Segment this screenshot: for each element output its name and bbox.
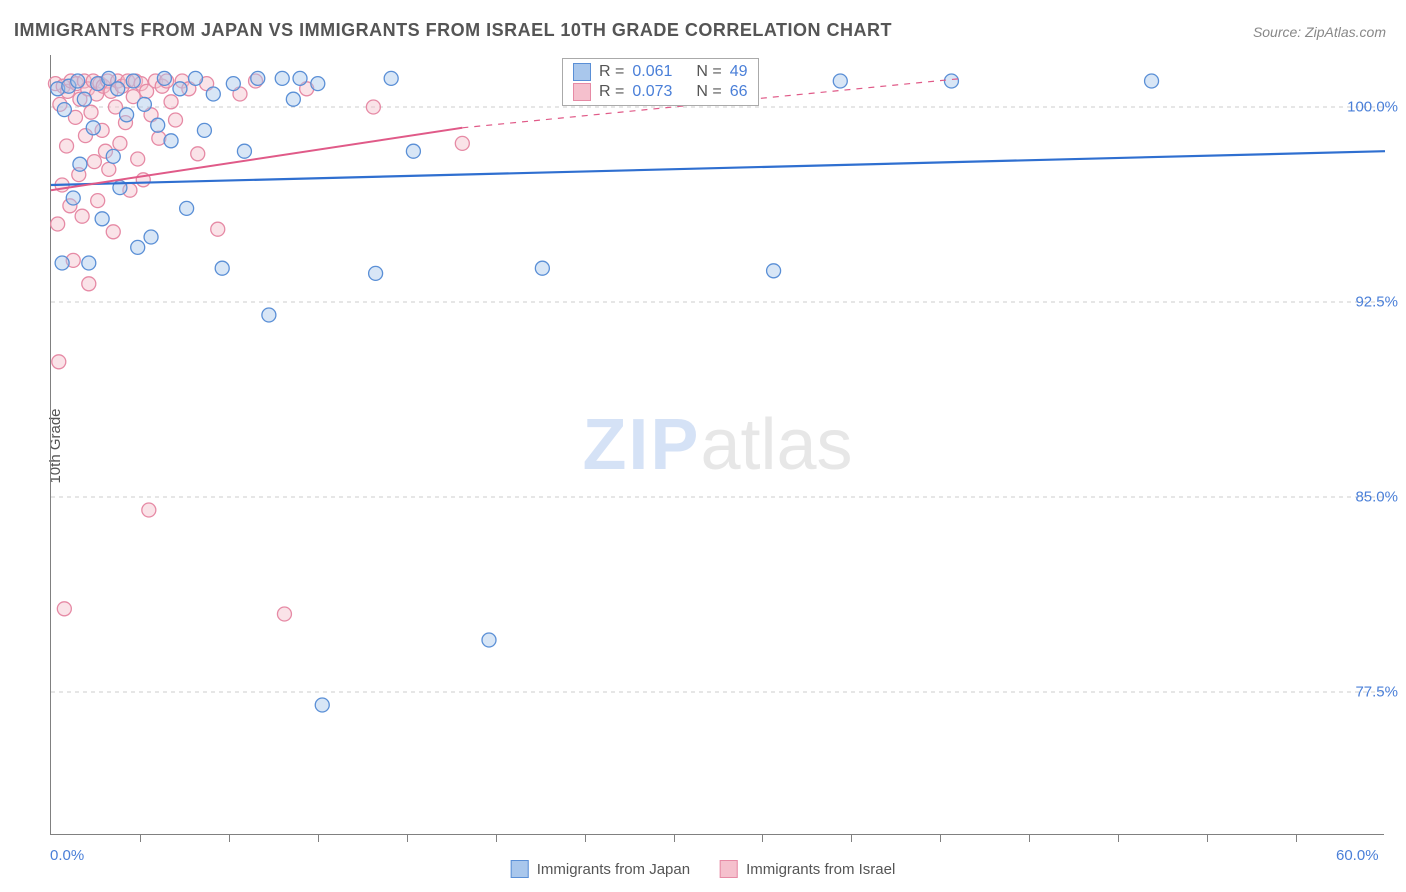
xtick (1029, 834, 1030, 842)
xtick (140, 834, 141, 842)
xtick (1296, 834, 1297, 842)
stats-legend-box: R = 0.061 N = 49 R = 0.073 N = 66 (562, 58, 759, 106)
ytick-label: 92.5% (1355, 294, 1398, 311)
legend-item-israel: Immigrants from Israel (720, 860, 895, 878)
ytick-label: 100.0% (1347, 99, 1398, 116)
bottom-legend: Immigrants from Japan Immigrants from Is… (511, 860, 896, 878)
n-value-israel: 66 (730, 83, 748, 101)
r-value-israel: 0.073 (632, 83, 672, 101)
ytick-label: 77.5% (1355, 684, 1398, 701)
r-label-israel: R = (599, 83, 624, 101)
x-axis-start-label: 0.0% (50, 847, 84, 864)
xtick (1118, 834, 1119, 842)
xtick (940, 834, 941, 842)
legend-swatch-israel (720, 860, 738, 878)
xtick (496, 834, 497, 842)
x-axis-end-label: 60.0% (1336, 847, 1379, 864)
stats-row-israel: R = 0.073 N = 66 (573, 83, 748, 101)
swatch-israel (573, 83, 591, 101)
xtick (585, 834, 586, 842)
r-label-japan: R = (599, 63, 624, 81)
legend-label-israel: Immigrants from Israel (746, 861, 895, 878)
source-label: Source: ZipAtlas.com (1253, 24, 1386, 40)
legend-swatch-japan (511, 860, 529, 878)
xtick (674, 834, 675, 842)
legend-item-japan: Immigrants from Japan (511, 860, 690, 878)
ytick-label: 85.0% (1355, 489, 1398, 506)
xtick (762, 834, 763, 842)
stats-row-japan: R = 0.061 N = 49 (573, 63, 748, 81)
xtick (1207, 834, 1208, 842)
xtick (229, 834, 230, 842)
n-value-japan: 49 (730, 63, 748, 81)
n-label-israel: N = (696, 83, 721, 101)
xtick (407, 834, 408, 842)
scatter-svg (51, 55, 1385, 835)
n-label-japan: N = (696, 63, 721, 81)
xtick (851, 834, 852, 842)
r-value-japan: 0.061 (632, 63, 672, 81)
plot-area: ZIPatlas (50, 55, 1384, 835)
xtick (318, 834, 319, 842)
legend-label-japan: Immigrants from Japan (537, 861, 690, 878)
chart-title: IMMIGRANTS FROM JAPAN VS IMMIGRANTS FROM… (14, 20, 892, 41)
swatch-japan (573, 63, 591, 81)
